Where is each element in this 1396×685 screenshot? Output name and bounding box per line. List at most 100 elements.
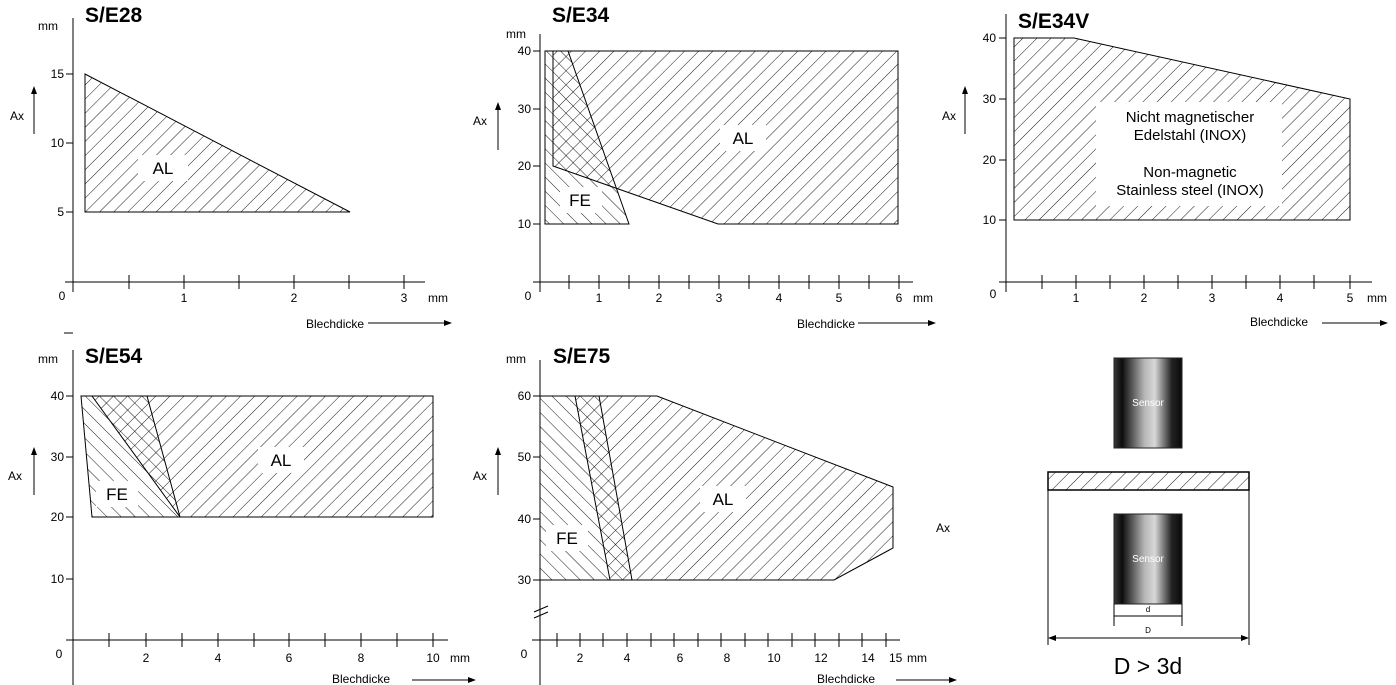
chart-se34v-xtick-label: 0 xyxy=(990,287,997,301)
chart-se34-ytick-label: 20 xyxy=(518,159,532,173)
chart-se34-title: S/E34 xyxy=(552,4,610,27)
chart-se34v-x-label: Blechdicke xyxy=(1250,315,1308,329)
chart-se28-xtick-label: 1 xyxy=(181,291,188,305)
chart-se34-xtick-label: 0 xyxy=(525,289,532,303)
chart-se28-al-label-bg xyxy=(138,155,188,181)
chart-se28: AL 5 10 15 0 1 2 3 mm mm S/E28 Ax Blechd… xyxy=(10,4,452,331)
chart-se34v: Nicht magnetischer Edelstahl (INOX) Non-… xyxy=(942,10,1388,329)
chart-se28-xtick-label: 0 xyxy=(59,289,66,303)
chart-se75-xtick-label: 4 xyxy=(624,651,631,665)
chart-se54-ytick-label: 40 xyxy=(51,389,65,403)
chart-se34v-note-de-line2: Edelstahl (INOX) xyxy=(1134,127,1247,144)
chart-se54-title: S/E54 xyxy=(85,345,143,368)
chart-se75-xtick-label: 8 xyxy=(724,651,731,665)
chart-se54-xtick-label: 6 xyxy=(286,651,293,665)
chart-se75-xtick-label: 6 xyxy=(677,651,684,665)
chart-se34v-xtick-label: 5 xyxy=(1347,291,1354,305)
chart-se54-xtick-label: 10 xyxy=(426,651,440,665)
chart-se75-al-label-bg xyxy=(700,486,746,512)
chart-se28-y-arrowhead xyxy=(31,86,37,94)
upper-sensor xyxy=(1113,357,1183,449)
chart-se34-xtick-marks xyxy=(568,275,900,289)
chart-se34-xtick-label: 2 xyxy=(656,291,663,305)
chart-se34v-ytick-label: 20 xyxy=(983,153,997,167)
chart-se34-x-arrowhead xyxy=(928,320,936,326)
chart-se34-y-label: Ax xyxy=(473,114,487,128)
chart-se75-axis-break xyxy=(533,605,549,613)
chart-se54-y-arrowhead xyxy=(31,447,37,455)
chart-se75-ytick-label: 60 xyxy=(518,389,532,403)
chart-se75-ytick-label: 40 xyxy=(518,512,532,526)
chart-se54-xtick-label: 4 xyxy=(215,651,222,665)
chart-se34v-xtick-marks xyxy=(1041,275,1351,289)
chart-se75-y-unit: mm xyxy=(506,352,526,366)
chart-se75-y-arrowhead xyxy=(495,447,501,455)
chart-se54-y-unit: mm xyxy=(38,352,58,366)
chart-se34-ytick-label: 30 xyxy=(518,102,532,116)
chart-se28-xtick-label: 3 xyxy=(401,291,408,305)
D-arrowhead-right xyxy=(1241,635,1249,641)
chart-se28-ytick-label: 5 xyxy=(57,205,64,219)
chart-se34-fe-label: FE xyxy=(569,191,591,210)
chart-se54-xtick-label: 8 xyxy=(358,651,365,665)
chart-se34-region-fe xyxy=(544,50,630,225)
chart-se34-al-label-bg xyxy=(720,125,766,151)
chart-se54-xtick-marks xyxy=(108,633,434,647)
chart-se28-x-unit: mm xyxy=(428,291,448,305)
chart-se34v-note-bg xyxy=(1096,102,1282,206)
chart-se34-x-unit: mm xyxy=(913,291,933,305)
chart-se34-al-label: AL xyxy=(733,129,754,148)
chart-se34v-y-arrowhead xyxy=(962,86,968,94)
chart-se34v-note-en-line1: Non-magnetic xyxy=(1143,164,1237,181)
chart-se28-x-arrowhead xyxy=(444,320,452,326)
chart-se28-xtick-label: 2 xyxy=(291,291,298,305)
chart-se54-xtick-label: 2 xyxy=(143,651,150,665)
lower-sensor xyxy=(1113,513,1183,605)
chart-se34v-title: S/E34V xyxy=(1018,10,1089,33)
chart-se34v-xtick-label: 4 xyxy=(1277,291,1284,305)
chart-se34: AL FE 10 20 30 40 0 1 2 3 4 5 6 mm mm S/… xyxy=(473,4,936,331)
chart-se34-xtick-label: 3 xyxy=(716,291,723,305)
chart-se75-fe-label: FE xyxy=(556,529,578,548)
chart-se75-xtick-label: 14 xyxy=(861,651,875,665)
d-label: d xyxy=(1146,605,1150,614)
chart-se28-title: S/E28 xyxy=(85,4,143,27)
chart-se34-xtick-label: 1 xyxy=(596,291,603,305)
chart-se34-x-label: Blechdicke xyxy=(797,317,855,331)
chart-se75-axis-break xyxy=(533,611,549,619)
sensor-diagram: Sensor Sensor d D D > 3d xyxy=(1047,357,1250,679)
chart-se34v-x-unit: mm xyxy=(1367,291,1387,305)
metal-plate xyxy=(1047,471,1250,491)
chart-se54: AL FE 10 20 30 40 0 2 4 6 8 10 mm mm S/E… xyxy=(8,332,476,685)
chart-se75-title: S/E75 xyxy=(553,345,611,368)
chart-se54-x-unit: mm xyxy=(450,651,470,665)
chart-se34-ytick-label: 40 xyxy=(518,44,532,58)
chart-se75-xtick-label: 12 xyxy=(814,651,828,665)
chart-se34-xtick-label: 5 xyxy=(836,291,843,305)
chart-se75-ytick-label: 50 xyxy=(518,450,532,464)
chart-se34v-xtick-label: 2 xyxy=(1141,291,1148,305)
chart-se75-y-label: Ax xyxy=(473,469,487,483)
chart-se34v-ytick-label: 30 xyxy=(983,92,997,106)
chart-se34v-ytick-label: 40 xyxy=(983,31,997,45)
chart-se75-al-label: AL xyxy=(713,490,734,509)
chart-se34-y-arrowhead xyxy=(495,102,501,110)
chart-se75-xtick-marks xyxy=(556,633,887,647)
chart-se54-fe-label: FE xyxy=(106,485,128,504)
chart-se54-xtick-label: 0 xyxy=(56,647,63,661)
chart-se34v-note-en-line2: Stainless steel (INOX) xyxy=(1116,182,1264,199)
chart-se28-ytick-label: 10 xyxy=(51,136,65,150)
chart-se34v-xtick-label: 1 xyxy=(1073,291,1080,305)
chart-se54-y-label: Ax xyxy=(8,469,22,483)
chart-se34-ytick-label: 10 xyxy=(518,217,532,231)
chart-se34-xtick-label: 4 xyxy=(776,291,783,305)
formula-text: D > 3d xyxy=(1114,653,1182,679)
chart-se75: AL FE 30 40 50 60 0 2 4 6 8 10 12 xyxy=(473,345,957,685)
chart-se75-x-arrowhead xyxy=(949,677,957,683)
chart-se28-y-label: Ax xyxy=(10,109,24,123)
chart-se28-x-label: Blechdicke xyxy=(306,317,364,331)
chart-se54-al-label: AL xyxy=(271,451,292,470)
chart-se34v-x-arrowhead xyxy=(1380,320,1388,326)
chart-se75-xtick-label: 15 xyxy=(889,651,903,665)
